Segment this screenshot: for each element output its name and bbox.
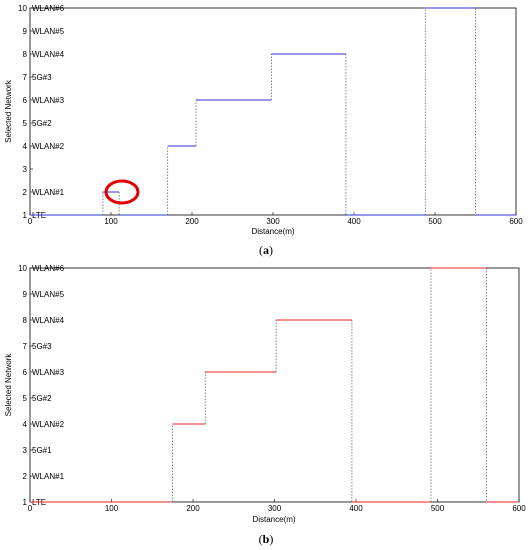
y-tick-label-b: 5 bbox=[23, 394, 28, 403]
highlight-circle bbox=[104, 179, 140, 205]
network-labels-a: LTEWLAN#1WLAN#25G#2WLAN#35G#3WLAN#4WLAN#… bbox=[32, 4, 65, 220]
series-steps-b bbox=[30, 267, 519, 503]
network-label-b: WLAN#2 bbox=[32, 420, 65, 429]
network-label-b: WLAN#4 bbox=[32, 316, 65, 325]
x-tick-label-b: 200 bbox=[186, 504, 200, 513]
y-tick-label-b: 9 bbox=[23, 290, 28, 299]
y-tick-label-b: 7 bbox=[23, 342, 28, 351]
network-label-a: WLAN#4 bbox=[32, 50, 65, 59]
x-tick-label-a: 0 bbox=[28, 217, 33, 226]
network-label-b: WLAN#3 bbox=[32, 368, 65, 377]
x-tick-label-b: 0 bbox=[28, 504, 33, 513]
y-tick-label-a: 8 bbox=[23, 50, 28, 59]
x-axis-label-a: Distance(m) bbox=[251, 227, 294, 236]
y-tick-label-a: 1 bbox=[23, 211, 28, 220]
y-tick-label-b: 3 bbox=[23, 446, 28, 455]
y-tick-label-b: 10 bbox=[18, 264, 27, 273]
network-label-a: WLAN#5 bbox=[32, 27, 65, 36]
network-label-a: WLAN#2 bbox=[32, 142, 65, 151]
network-label-a: 5G#2 bbox=[32, 119, 52, 128]
network-labels-b: LTEWLAN#15G#1WLAN#25G#2WLAN#35G#3WLAN#4W… bbox=[32, 264, 65, 507]
tick-labels-a: 0 100 200 300 400 500 600 1 2 3 4 5 6 7 8 9 10 bbox=[18, 4, 523, 226]
x-tick-label-a: 300 bbox=[266, 217, 280, 226]
chart-panel-a: Selected Network Distance(m) 0 100 200 300 4… bbox=[4, 4, 523, 257]
y-axis-label-b: Selected Network bbox=[4, 353, 13, 417]
network-label-b: WLAN#6 bbox=[32, 264, 65, 273]
y-tick-label-a: 4 bbox=[23, 142, 28, 151]
network-label-b: 5G#3 bbox=[32, 342, 52, 351]
series-steps-a bbox=[30, 7, 516, 216]
x-tick-label-a: 100 bbox=[104, 217, 118, 226]
y-tick-label-b: 6 bbox=[23, 368, 28, 377]
y-tick-label-a: 3 bbox=[23, 165, 28, 174]
panel-letter-a: a bbox=[263, 243, 269, 257]
x-tick-label-a: 200 bbox=[185, 217, 199, 226]
network-label-a: WLAN#1 bbox=[32, 188, 65, 197]
network-label-b: WLAN#5 bbox=[32, 290, 65, 299]
panel-letter-b: b bbox=[263, 532, 270, 546]
network-label-b: WLAN#1 bbox=[32, 472, 65, 481]
network-label-a: WLAN#3 bbox=[32, 96, 65, 105]
y-tick-label-a: 9 bbox=[23, 27, 28, 36]
tick-labels-b: 0 100 200 300 400 500 600 1 2 3 4 5 6 7 8 9 10 bbox=[18, 264, 526, 513]
x-tick-label-b: 500 bbox=[431, 504, 445, 513]
y-tick-label-b: 2 bbox=[23, 472, 28, 481]
network-label-b: 5G#2 bbox=[32, 394, 52, 403]
network-label-b: 5G#1 bbox=[32, 446, 52, 455]
chart-panel-b: Selected Network Distance(m) 0 100 200 300 4… bbox=[4, 264, 526, 546]
x-tick-label-b: 100 bbox=[105, 504, 119, 513]
plot-frame-b bbox=[29, 267, 520, 503]
y-axis-label-a: Selected Network bbox=[4, 79, 13, 143]
x-tick-label-a: 500 bbox=[428, 217, 442, 226]
x-tick-label-b: 400 bbox=[349, 504, 363, 513]
network-label-a: WLAN#6 bbox=[32, 4, 65, 13]
x-tick-label-b: 600 bbox=[512, 504, 526, 513]
x-tick-label-a: 600 bbox=[509, 217, 523, 226]
network-label-a: 5G#3 bbox=[32, 73, 52, 82]
y-tick-label-a: 6 bbox=[23, 96, 28, 105]
panel-caption-a: (a) bbox=[259, 243, 273, 257]
x-tick-label-a: 400 bbox=[347, 217, 361, 226]
y-tick-label-a: 7 bbox=[23, 73, 28, 82]
x-tick-label-b: 300 bbox=[268, 504, 282, 513]
highlight-a bbox=[104, 179, 140, 205]
x-axis-label-b: Distance(m) bbox=[252, 515, 295, 524]
panel-caption-b: (b) bbox=[259, 532, 274, 546]
y-tick-label-a: 5 bbox=[23, 119, 28, 128]
y-tick-label-b: 8 bbox=[23, 316, 28, 325]
y-tick-label-b: 4 bbox=[23, 420, 28, 429]
y-tick-label-a: 2 bbox=[23, 188, 28, 197]
plot-frame-a bbox=[29, 7, 517, 216]
y-tick-label-b: 1 bbox=[23, 498, 28, 507]
y-tick-label-a: 10 bbox=[18, 4, 27, 13]
